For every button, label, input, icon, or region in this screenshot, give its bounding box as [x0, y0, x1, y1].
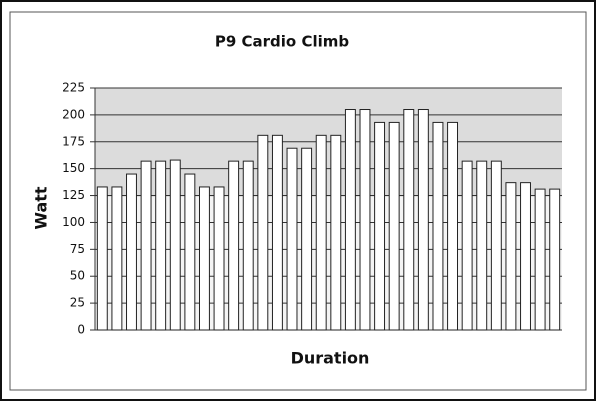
bar	[359, 109, 371, 331]
bar	[403, 109, 415, 331]
bar	[490, 160, 502, 331]
bar	[301, 147, 313, 331]
bar	[344, 109, 356, 331]
bar	[111, 186, 123, 331]
bar	[315, 134, 327, 331]
bar	[184, 173, 196, 331]
y-tick-label: 25	[70, 296, 85, 310]
bar	[228, 160, 240, 331]
bar	[417, 109, 429, 331]
bar	[169, 159, 181, 331]
bar	[461, 160, 473, 331]
y-tick-label: 125	[62, 188, 85, 202]
bar	[96, 186, 108, 331]
y-tick-label: 0	[77, 323, 85, 337]
bar	[242, 160, 254, 331]
y-axis-title: Watt	[32, 186, 51, 230]
y-tick-label: 175	[62, 134, 85, 148]
y-tick-label: 150	[62, 161, 85, 175]
y-tick-label: 50	[70, 269, 85, 283]
bar	[330, 134, 342, 331]
bar	[549, 188, 561, 331]
bar	[126, 173, 137, 331]
bar	[388, 121, 400, 331]
bar	[140, 160, 152, 331]
y-tick-label: 200	[62, 107, 85, 121]
bar	[257, 134, 269, 331]
y-tick-label: 100	[62, 215, 85, 229]
x-axis-title: Duration	[291, 349, 370, 368]
y-tick-label: 225	[62, 81, 85, 95]
bar	[520, 182, 531, 331]
bar	[534, 188, 546, 331]
bar	[271, 134, 283, 331]
bar	[505, 182, 517, 331]
bar	[432, 121, 444, 331]
chart-title: P9 Cardio Climb	[215, 33, 350, 51]
bar	[286, 147, 298, 331]
bar	[213, 186, 225, 331]
bar	[476, 160, 488, 331]
bar	[155, 160, 167, 331]
y-tick-label: 75	[70, 242, 85, 256]
bar	[198, 186, 210, 331]
bar	[447, 121, 459, 331]
bar	[374, 121, 386, 331]
